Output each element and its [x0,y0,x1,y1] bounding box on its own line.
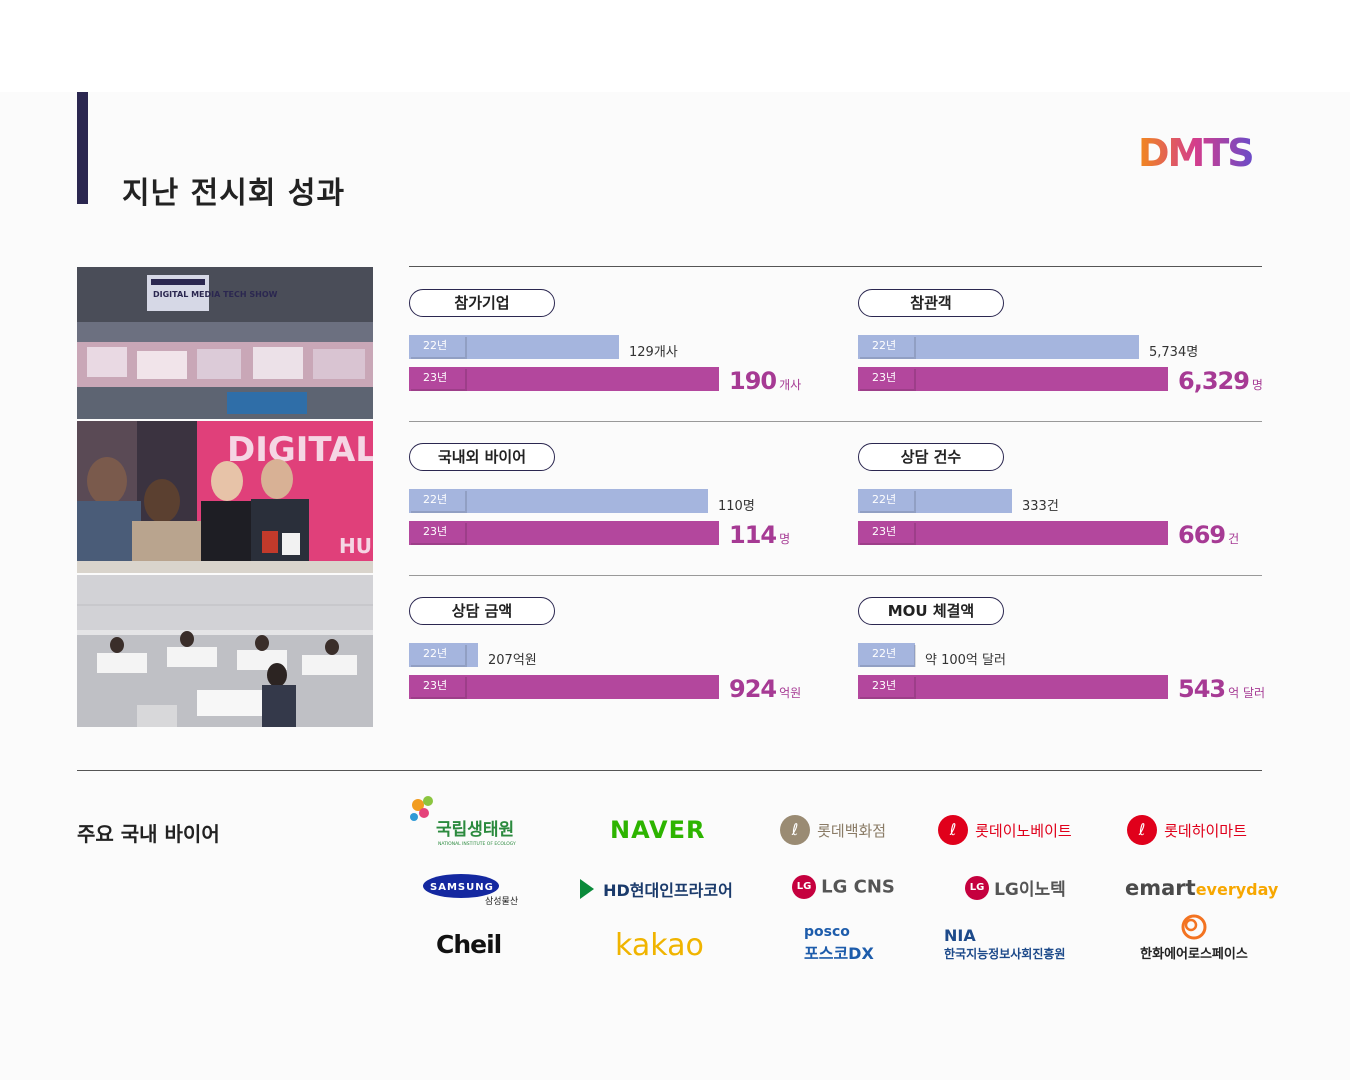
cur-year-value: 669 건 [1178,521,1239,549]
buyer-name: LG이노텍 [994,880,1066,900]
chart-title: 상담 금액 [409,597,555,625]
buyer-logo-lg-innotek: LG LG이노텍 [965,875,1066,900]
buyer-name: posco [804,924,850,940]
title-accent-bar [77,92,88,204]
dmts-logo: DMTS [1138,131,1255,172]
cur-year-value: 924 억원 [729,675,801,703]
year-label: 23년 [409,367,465,389]
cur-year-value: 6,329 명 [1178,367,1263,395]
buyer-logo-lotte-innovate: ℓ 롯데이노베이트 [938,815,1072,845]
buyer-sub: 한국지능정보사회진흥원 [944,947,1066,961]
buyer-name: LG CNS [821,876,895,898]
buyer-name: 한화에어로스페이스 [1140,947,1248,962]
buyer-sub: 삼성물산 [485,896,518,906]
year-label: 22년 [858,489,914,511]
year-label: 23년 [858,367,914,389]
year-label: 22년 [409,643,465,665]
buyer-sub: NATIONAL INSTITUTE OF ECOLOGY [438,841,516,847]
year-label: 22년 [409,335,465,357]
chart-title: 참관객 [858,289,1004,317]
chart-row-divider [409,421,1262,422]
photo-sign-text: DIGITAL TECH [227,430,373,470]
photo-buyer-meeting: DIGITAL TECH HU [77,421,373,573]
year-label: 23년 [858,521,914,543]
buyer-name: SAMSUNG [430,882,494,893]
section-divider [77,770,1262,771]
year-label: 23년 [409,521,465,543]
buyer-logo-samsung: SAMSUNG 삼성물산 [423,872,523,910]
page-top-band [0,0,1350,92]
buyer-logo-hanwha-aerospace: 한화에어로스페이스 [1130,913,1258,962]
cur-year-number: 6,329 [1178,367,1250,395]
photo-sign-text: DIGITAL MEDIA TECH SHOW [153,290,278,299]
lotte-icon: ℓ [780,815,810,845]
page-title: 지난 전시회 성과 [122,176,346,211]
cur-year-number: 190 [729,367,777,395]
chart-row-divider [409,575,1262,576]
buyer-logo-emart: emarteveryday [1125,876,1278,900]
buyer-logo-nia: NIA 한국지능정보사회진흥원 [944,926,1065,962]
buyer-name: emart [1125,876,1196,900]
lotte-icon: ℓ [938,815,968,845]
prev-year-value: 110명 [718,499,755,514]
prev-year-value: 333건 [1022,499,1059,514]
buyer-logo-lotte-dept: ℓ 롯데백화점 [780,815,886,845]
buyer-name: 롯데백화점 [817,821,887,840]
buyers-title: 주요 국내 바이어 [77,822,220,846]
prev-year-value: 129개사 [629,345,678,360]
chart-title: 참가기업 [409,289,555,317]
year-label: 22년 [858,643,914,665]
buyer-logo-cheil: Cheil [436,930,502,959]
cur-year-unit: 억 달러 [1228,686,1266,700]
cur-year-unit: 건 [1228,532,1240,546]
buyer-sub: 포스코DX [804,944,874,963]
logo-text: DMTS [1138,131,1253,172]
cur-year-number: 924 [729,675,777,703]
year-label: 23년 [409,675,465,697]
buyer-logo-lotte-himart: ℓ 롯데하이마트 [1127,815,1247,845]
buyer-name: 국립생태원 [436,820,514,840]
photo-exhibition-hall: DIGITAL MEDIA TECH SHOW [77,267,373,419]
buyer-name: HD현대인프라코어 [603,881,733,900]
buyer-logo-kakao: kakao [615,928,704,963]
chart-title: 국내외 바이어 [409,443,555,471]
year-label: 22년 [409,489,465,511]
chart-title: 상담 건수 [858,443,1004,471]
cur-year-value: 190 개사 [729,367,801,395]
prev-year-value: 207억원 [488,653,537,668]
hd-chevron-icon [580,879,594,899]
cur-year-unit: 명 [1251,378,1263,392]
cur-year-number: 543 [1178,675,1226,703]
cur-year-value: 543 억 달러 [1178,675,1265,703]
year-label: 23년 [858,675,914,697]
lotte-icon: ℓ [1127,815,1157,845]
photo-consultation-hall [77,575,373,727]
buyer-logo-posco-dx: posco 포스코DX [804,924,874,964]
prev-year-value: 약 100억 달러 [925,653,1006,668]
cur-year-unit: 명 [779,532,791,546]
buyer-name: NIA [944,926,976,945]
prev-year-value: 5,734명 [1149,345,1199,360]
buyer-sub: everyday [1195,880,1279,899]
cur-year-number: 669 [1178,521,1226,549]
cur-year-number: 114 [729,521,777,549]
year-label: 22년 [858,335,914,357]
cur-year-unit: 개사 [779,378,802,392]
lg-icon: LG [792,875,816,899]
buyer-logo-hd-hyundai: HD현대인프라코어 [580,877,733,901]
cur-year-value: 114 명 [729,521,790,549]
lg-icon: LG [965,875,989,900]
buyer-name: 롯데이노베이트 [975,821,1072,840]
cur-year-unit: 억원 [779,686,802,700]
buyer-logo-nie: 국립생태원 NATIONAL INSTITUTE OF ECOLOGY [408,795,538,851]
photo-sign-text: HU [339,534,372,558]
buyer-logo-lg-cns: LG LG CNS [792,875,895,899]
hanwha-icon [1181,914,1207,940]
buyer-name: 롯데하이마트 [1164,821,1247,840]
chart-title: MOU 체결액 [858,597,1004,625]
buyer-logo-naver: NAVER [610,816,706,844]
chart-top-rule [409,266,1262,267]
